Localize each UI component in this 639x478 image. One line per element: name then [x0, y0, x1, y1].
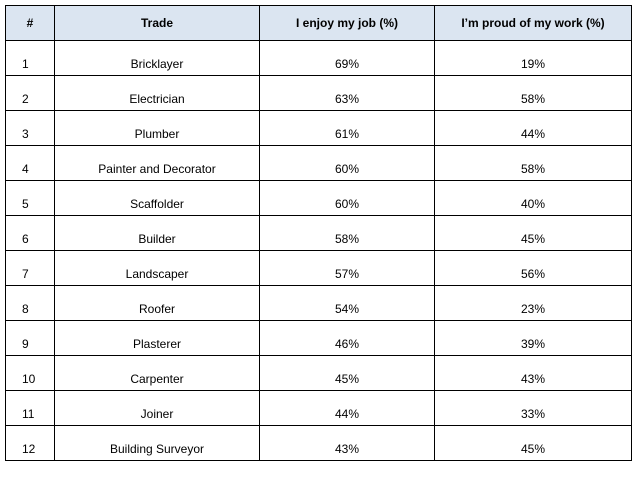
table-row: 12 Building Surveyor 43% 45% — [5, 425, 632, 461]
row-number-cell: 6 — [5, 215, 55, 251]
trade-cell: Landscaper — [54, 250, 260, 286]
header-row: # Trade I enjoy my job (%) I’m proud of … — [5, 5, 632, 41]
proud-cell: 43% — [434, 355, 632, 391]
proud-cell: 58% — [434, 75, 632, 111]
header-cell-trade: Trade — [54, 5, 260, 41]
enjoy-cell: 60% — [259, 180, 435, 216]
row-number-cell: 10 — [5, 355, 55, 391]
enjoy-cell: 63% — [259, 75, 435, 111]
trade-satisfaction-table: # Trade I enjoy my job (%) I’m proud of … — [5, 5, 632, 461]
row-number-cell: 2 — [5, 75, 55, 111]
trade-cell: Joiner — [54, 390, 260, 426]
row-number-cell: 1 — [5, 40, 55, 76]
enjoy-cell: 45% — [259, 355, 435, 391]
trade-cell: Carpenter — [54, 355, 260, 391]
proud-cell: 58% — [434, 145, 632, 181]
trade-cell: Plumber — [54, 110, 260, 146]
row-number-cell: 5 — [5, 180, 55, 216]
table-row: 8 Roofer 54% 23% — [5, 285, 632, 321]
trade-cell: Roofer — [54, 285, 260, 321]
table-row: 4 Painter and Decorator 60% 58% — [5, 145, 632, 181]
header-cell-number: # — [5, 5, 55, 41]
table-row: 2 Electrician 63% 58% — [5, 75, 632, 111]
header-cell-enjoy: I enjoy my job (%) — [259, 5, 435, 41]
proud-cell: 56% — [434, 250, 632, 286]
enjoy-cell: 44% — [259, 390, 435, 426]
enjoy-cell: 43% — [259, 425, 435, 461]
header-cell-proud: I’m proud of my work (%) — [434, 5, 632, 41]
row-number-cell: 8 — [5, 285, 55, 321]
row-number-cell: 11 — [5, 390, 55, 426]
trade-cell: Scaffolder — [54, 180, 260, 216]
enjoy-cell: 69% — [259, 40, 435, 76]
enjoy-cell: 54% — [259, 285, 435, 321]
proud-cell: 19% — [434, 40, 632, 76]
proud-cell: 45% — [434, 425, 632, 461]
enjoy-cell: 60% — [259, 145, 435, 181]
trade-cell: Plasterer — [54, 320, 260, 356]
proud-cell: 44% — [434, 110, 632, 146]
enjoy-cell: 57% — [259, 250, 435, 286]
enjoy-cell: 46% — [259, 320, 435, 356]
trade-cell: Bricklayer — [54, 40, 260, 76]
table-row: 5 Scaffolder 60% 40% — [5, 180, 632, 216]
enjoy-cell: 58% — [259, 215, 435, 251]
table-row: 3 Plumber 61% 44% — [5, 110, 632, 146]
proud-cell: 40% — [434, 180, 632, 216]
enjoy-cell: 61% — [259, 110, 435, 146]
table-row: 1 Bricklayer 69% 19% — [5, 40, 632, 76]
proud-cell: 39% — [434, 320, 632, 356]
row-number-cell: 4 — [5, 145, 55, 181]
table-row: 7 Landscaper 57% 56% — [5, 250, 632, 286]
table-row: 6 Builder 58% 45% — [5, 215, 632, 251]
row-number-cell: 3 — [5, 110, 55, 146]
trade-cell: Builder — [54, 215, 260, 251]
table-container: # Trade I enjoy my job (%) I’m proud of … — [5, 5, 632, 461]
table-row: 11 Joiner 44% 33% — [5, 390, 632, 426]
proud-cell: 23% — [434, 285, 632, 321]
trade-cell: Painter and Decorator — [54, 145, 260, 181]
trade-cell: Building Surveyor — [54, 425, 260, 461]
trade-cell: Electrician — [54, 75, 260, 111]
table-row: 9 Plasterer 46% 39% — [5, 320, 632, 356]
row-number-cell: 12 — [5, 425, 55, 461]
table-body: 1 Bricklayer 69% 19% 2 Electrician 63% 58% 3 Plum… — [5, 40, 632, 461]
table-row: 10 Carpenter 45% 43% — [5, 355, 632, 391]
row-number-cell: 9 — [5, 320, 55, 356]
proud-cell: 33% — [434, 390, 632, 426]
proud-cell: 45% — [434, 215, 632, 251]
row-number-cell: 7 — [5, 250, 55, 286]
